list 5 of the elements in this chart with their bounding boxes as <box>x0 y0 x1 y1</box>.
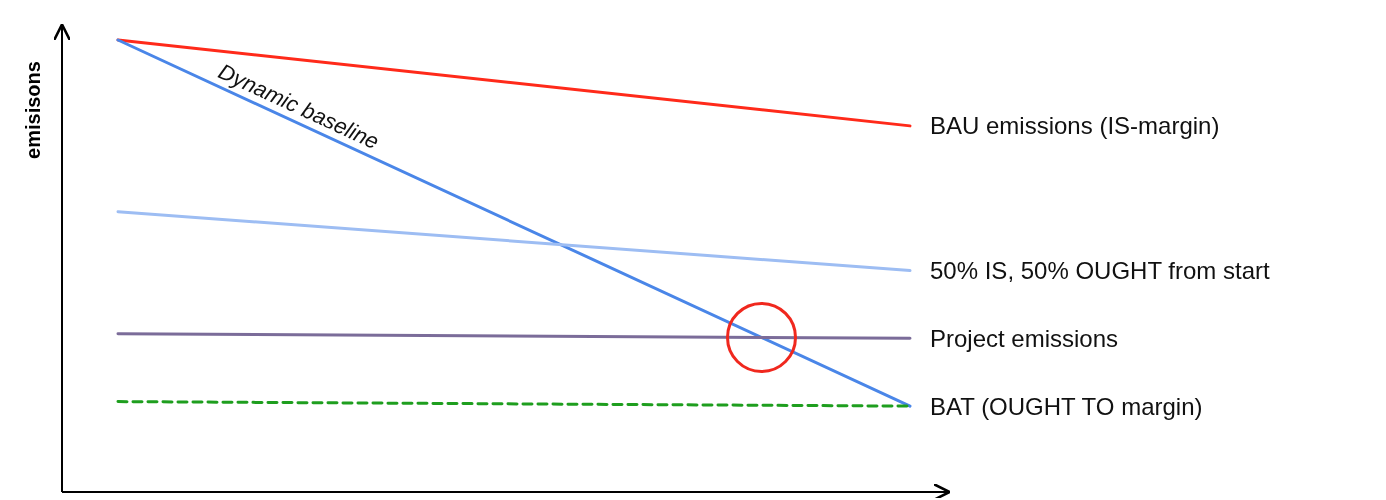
series-label: BAT (OUGHT TO margin) <box>930 392 1203 420</box>
series-label: 50% IS, 50% OUGHT from start <box>930 256 1270 284</box>
series-label: BAU emissions (IS-margin) <box>930 112 1220 140</box>
series-label: Project emissions <box>930 324 1119 352</box>
y-axis-title: emisisons <box>22 61 44 159</box>
